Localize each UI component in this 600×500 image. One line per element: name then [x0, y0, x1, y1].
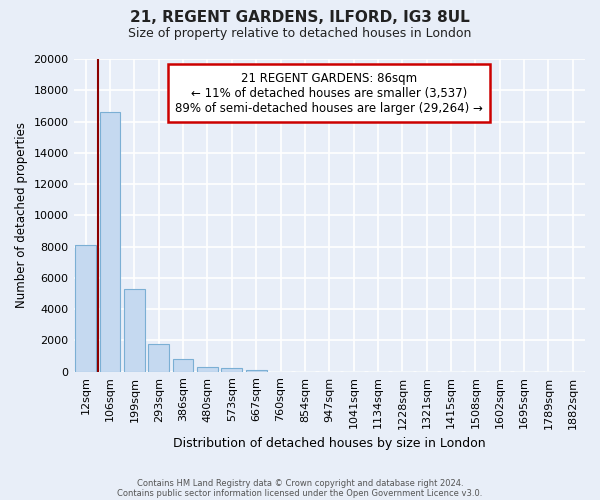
Bar [76, 245, 96, 372]
X-axis label: Distribution of detached houses by size in London: Distribution of detached houses by size … [173, 437, 485, 450]
Bar [100, 112, 121, 372]
Bar [148, 344, 169, 371]
Bar [173, 359, 193, 372]
Bar [197, 366, 218, 372]
Bar [221, 368, 242, 372]
Text: 21, REGENT GARDENS, ILFORD, IG3 8UL: 21, REGENT GARDENS, ILFORD, IG3 8UL [130, 10, 470, 25]
Text: Size of property relative to detached houses in London: Size of property relative to detached ho… [128, 28, 472, 40]
Bar [124, 289, 145, 372]
Text: Contains HM Land Registry data © Crown copyright and database right 2024.: Contains HM Land Registry data © Crown c… [137, 478, 463, 488]
Y-axis label: Number of detached properties: Number of detached properties [15, 122, 28, 308]
Bar [246, 370, 266, 372]
Text: Contains public sector information licensed under the Open Government Licence v3: Contains public sector information licen… [118, 488, 482, 498]
Text: 21 REGENT GARDENS: 86sqm
← 11% of detached houses are smaller (3,537)
89% of sem: 21 REGENT GARDENS: 86sqm ← 11% of detach… [175, 72, 483, 114]
